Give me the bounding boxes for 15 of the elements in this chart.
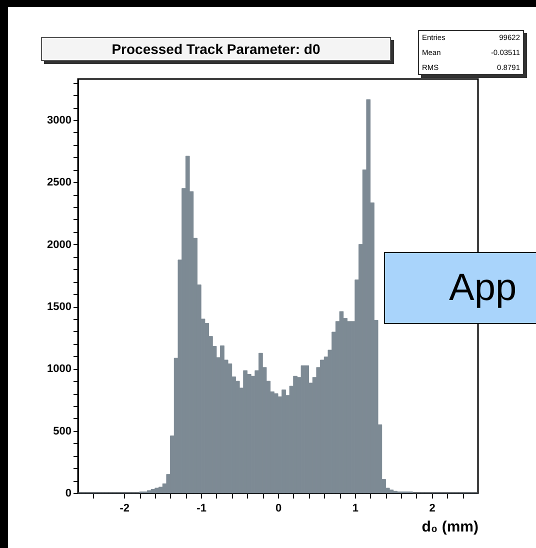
x-axis-title: d₀ (mm): [422, 518, 478, 536]
callout-box: App: [384, 252, 536, 324]
x-tick-label: -1: [196, 502, 206, 514]
chart-title: Processed Track Parameter: d0: [41, 37, 391, 61]
y-tick-label: 0: [65, 488, 72, 500]
x-tick-label: 1: [352, 502, 358, 514]
y-tick-label: 500: [53, 425, 72, 438]
y-tick-label: 1500: [47, 301, 72, 314]
y-tick-label: 2500: [47, 176, 72, 189]
y-tick-label: 1000: [47, 363, 72, 376]
y-tick-label: 3000: [47, 114, 72, 127]
y-tick-label: 2000: [47, 238, 72, 251]
x-tick-label: 0: [275, 502, 282, 514]
x-tick-label: -2: [120, 502, 130, 514]
x-tick-label: 2: [429, 502, 436, 514]
